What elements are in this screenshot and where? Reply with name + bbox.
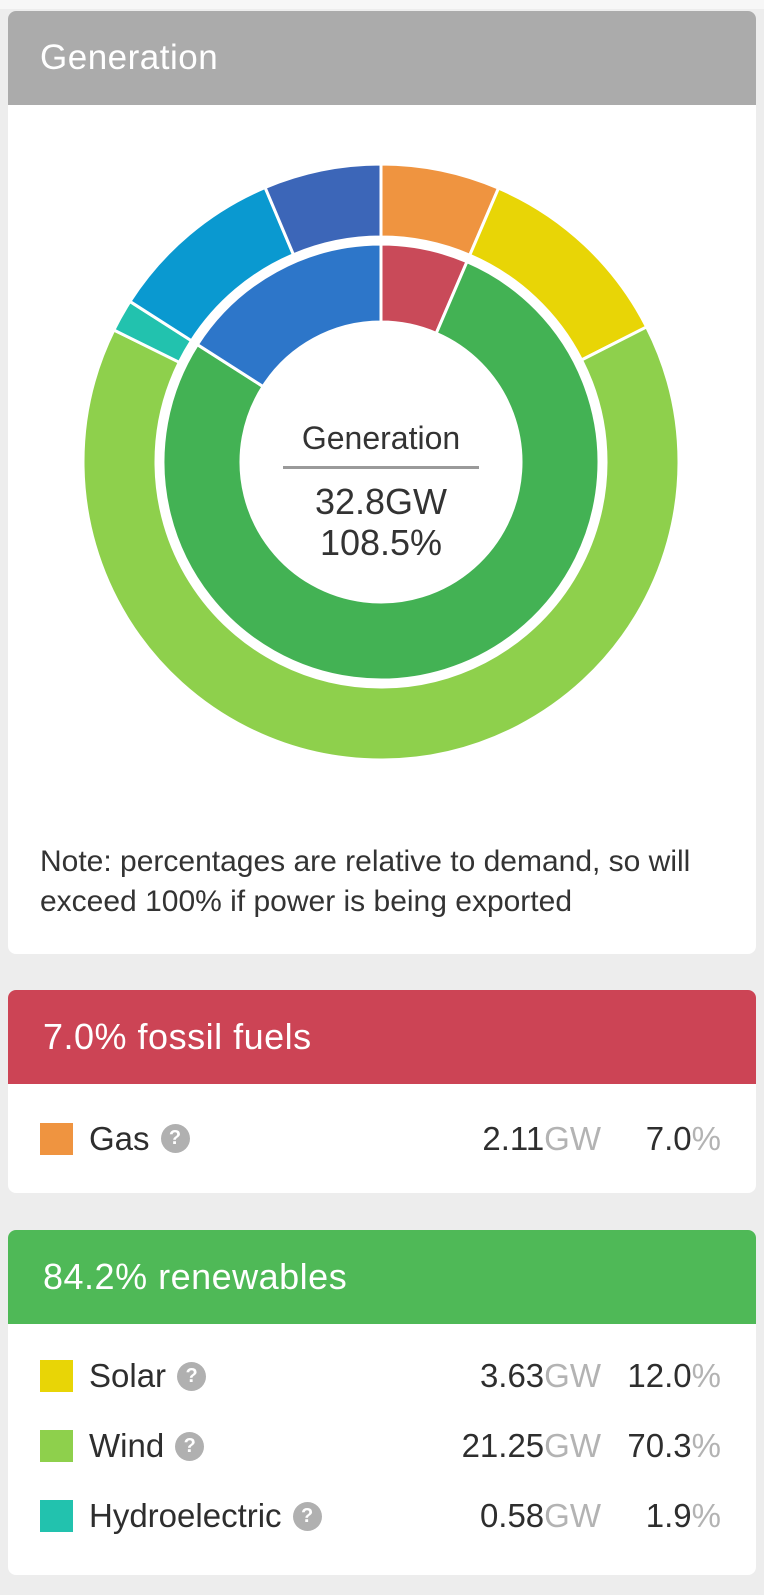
donut-rings-svg	[81, 162, 681, 762]
gas-label: Gas	[89, 1119, 150, 1157]
wind-percent-value: 70.3	[627, 1427, 692, 1464]
hydroelectric-percent-column: 1.9%	[609, 1497, 721, 1535]
wind-label: Wind	[89, 1427, 165, 1464]
hydroelectric-label: Hydroelectric	[89, 1497, 282, 1534]
solar-color-swatch	[40, 1360, 73, 1392]
solar-help-icon[interactable]: ?	[177, 1361, 207, 1391]
gas-percent-unit: %	[691, 1119, 721, 1157]
hydroelectric-percent-value: 1.9	[645, 1497, 692, 1534]
donut-segment-outer-wind	[81, 325, 681, 762]
wind-percent-column: 70.3%	[609, 1427, 721, 1465]
fossil-fuels-banner: 7.0% fossil fuels	[8, 990, 756, 1084]
wind-gw-value: 21.25	[461, 1427, 545, 1464]
wind-help-icon[interactable]: ?	[175, 1431, 205, 1461]
hydroelectric-color-swatch	[40, 1500, 73, 1532]
table-row-solar: Solar ? 3.63 GW 12.0%	[8, 1341, 756, 1411]
generation-card: Generation Generation 32.8GW 108.5% Note…	[8, 11, 756, 954]
hydroelectric-percent-unit: %	[691, 1497, 721, 1534]
hydroelectric-gw-column: 0.58 GW	[439, 1497, 601, 1535]
fossil-fuels-rows: Gas ? 2.11 GW 7.0%	[8, 1084, 756, 1193]
gas-color-swatch	[40, 1122, 73, 1155]
solar-gw-unit: GW	[544, 1357, 601, 1394]
wind-gw-unit: GW	[544, 1427, 601, 1464]
fossil-fuels-card: 7.0% fossil fuels Gas ? 2.11 GW 7.0%	[8, 990, 756, 1193]
solar-gw-value: 3.63	[479, 1357, 545, 1394]
generation-card-header: Generation	[8, 11, 756, 105]
donut-segment-outer-unlabeled-dark-blue-	[263, 162, 383, 257]
gas-help-icon[interactable]: ?	[160, 1124, 190, 1153]
wind-color-swatch	[40, 1430, 73, 1462]
renewables-rows: Solar ? 3.63 GW 12.0% Wind ? 21.25 GW 70.3…	[8, 1324, 756, 1575]
hydroelectric-gw-unit: GW	[544, 1497, 601, 1534]
solar-percent-unit: %	[691, 1357, 721, 1394]
solar-percent-column: 12.0%	[609, 1357, 721, 1395]
gas-gw-column: 2.11 GW	[439, 1120, 601, 1158]
generation-card-title: Generation	[40, 38, 219, 77]
renewables-banner-title: 84.2% renewables	[43, 1256, 348, 1297]
demand-note: Note: percentages are relative to demand…	[40, 845, 691, 918]
gas-gw-value: 2.11	[482, 1119, 545, 1157]
gas-percent-column: 7.0%	[609, 1120, 721, 1158]
renewables-card: 84.2% renewables Solar ? 3.63 GW 12.0% Wi…	[8, 1230, 756, 1575]
hydroelectric-help-icon[interactable]: ?	[292, 1501, 322, 1531]
fossil-fuels-banner-title: 7.0% fossil fuels	[43, 1016, 312, 1057]
hydroelectric-gw-value: 0.58	[479, 1497, 545, 1534]
table-row-hydroelectric: Hydroelectric ? 0.58 GW 1.9%	[8, 1481, 756, 1551]
wind-gw-column: 21.25 GW	[439, 1427, 601, 1465]
solar-gw-column: 3.63 GW	[439, 1357, 601, 1395]
table-row-wind: Wind ? 21.25 GW 70.3%	[8, 1411, 756, 1481]
gas-gw-unit: GW	[544, 1119, 601, 1157]
wind-percent-unit: %	[691, 1427, 721, 1464]
table-row-gas: Gas ? 2.11 GW 7.0%	[8, 1084, 756, 1193]
solar-label: Solar	[89, 1357, 167, 1394]
donut-segment-inner-other-unlabeled-	[195, 242, 383, 389]
renewables-banner: 84.2% renewables	[8, 1230, 756, 1324]
generation-donut-chart: Generation 32.8GW 108.5%	[81, 162, 681, 762]
donut-segment-inner-renewables	[161, 260, 601, 682]
solar-percent-value: 12.0	[627, 1357, 692, 1394]
gas-percent-value: 7.0	[645, 1119, 692, 1157]
